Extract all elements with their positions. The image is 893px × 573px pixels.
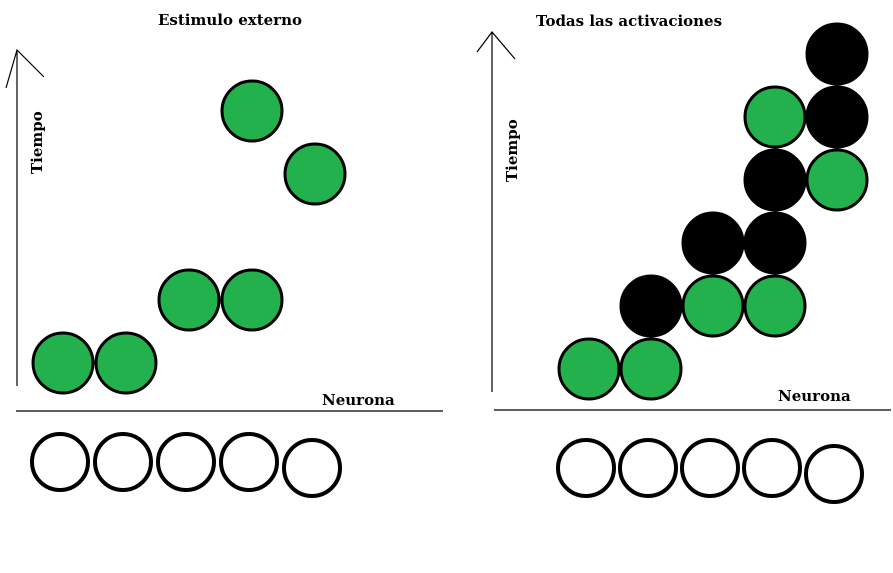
neuron-3	[680, 438, 740, 498]
panel-2-neuron-row	[556, 438, 864, 504]
activation-neuron-4-time-3	[743, 211, 807, 275]
panel-1-x-axis-label: Neurona	[322, 391, 395, 409]
activation-neuron-5-time-5	[805, 85, 869, 149]
activation-neuron-5-time-4	[805, 148, 869, 212]
neuron-3	[156, 432, 216, 492]
neuron-2	[93, 432, 153, 492]
neuron-4	[219, 432, 279, 492]
panel-2-y-axis-arrowhead	[476, 31, 516, 60]
neuron-4	[742, 438, 802, 498]
panel-2	[476, 22, 891, 504]
panel-2-title: Todas las activaciones	[536, 12, 723, 30]
activation-neuron-3-time-2	[681, 274, 745, 338]
panel-1-activations	[31, 79, 347, 395]
panel-1-neuron-row	[30, 432, 342, 498]
activation-neuron-4-time-2	[220, 268, 284, 332]
neuron-5	[282, 438, 342, 498]
neuron-1	[556, 438, 616, 498]
activation-neuron-2-time-1	[94, 331, 158, 395]
panel-1-y-axis-arrowhead	[5, 48, 45, 89]
panel-1-title: Estimulo externo	[158, 11, 302, 29]
panel-2-x-axis-label: Neurona	[778, 387, 851, 405]
neuron-5	[804, 444, 864, 504]
activation-neuron-4-time-4	[743, 148, 807, 212]
activation-neuron-4-time-5	[743, 85, 807, 149]
panel-1	[5, 48, 443, 498]
panel-2-activations	[557, 22, 869, 401]
activation-neuron-1-time-1	[557, 337, 621, 401]
activation-neuron-2-time-2	[619, 274, 683, 338]
activation-neuron-5-time-6	[805, 22, 869, 86]
activation-neuron-5-time-4	[283, 142, 347, 206]
activation-neuron-4-time-2	[743, 274, 807, 338]
activation-neuron-3-time-2	[157, 268, 221, 332]
neuron-1	[30, 432, 90, 492]
activation-neuron-2-time-1	[619, 337, 683, 401]
neuron-2	[618, 438, 678, 498]
activation-neuron-4-time-5	[220, 79, 284, 143]
activation-neuron-3-time-3	[681, 211, 745, 275]
activation-neuron-1-time-1	[31, 331, 95, 395]
